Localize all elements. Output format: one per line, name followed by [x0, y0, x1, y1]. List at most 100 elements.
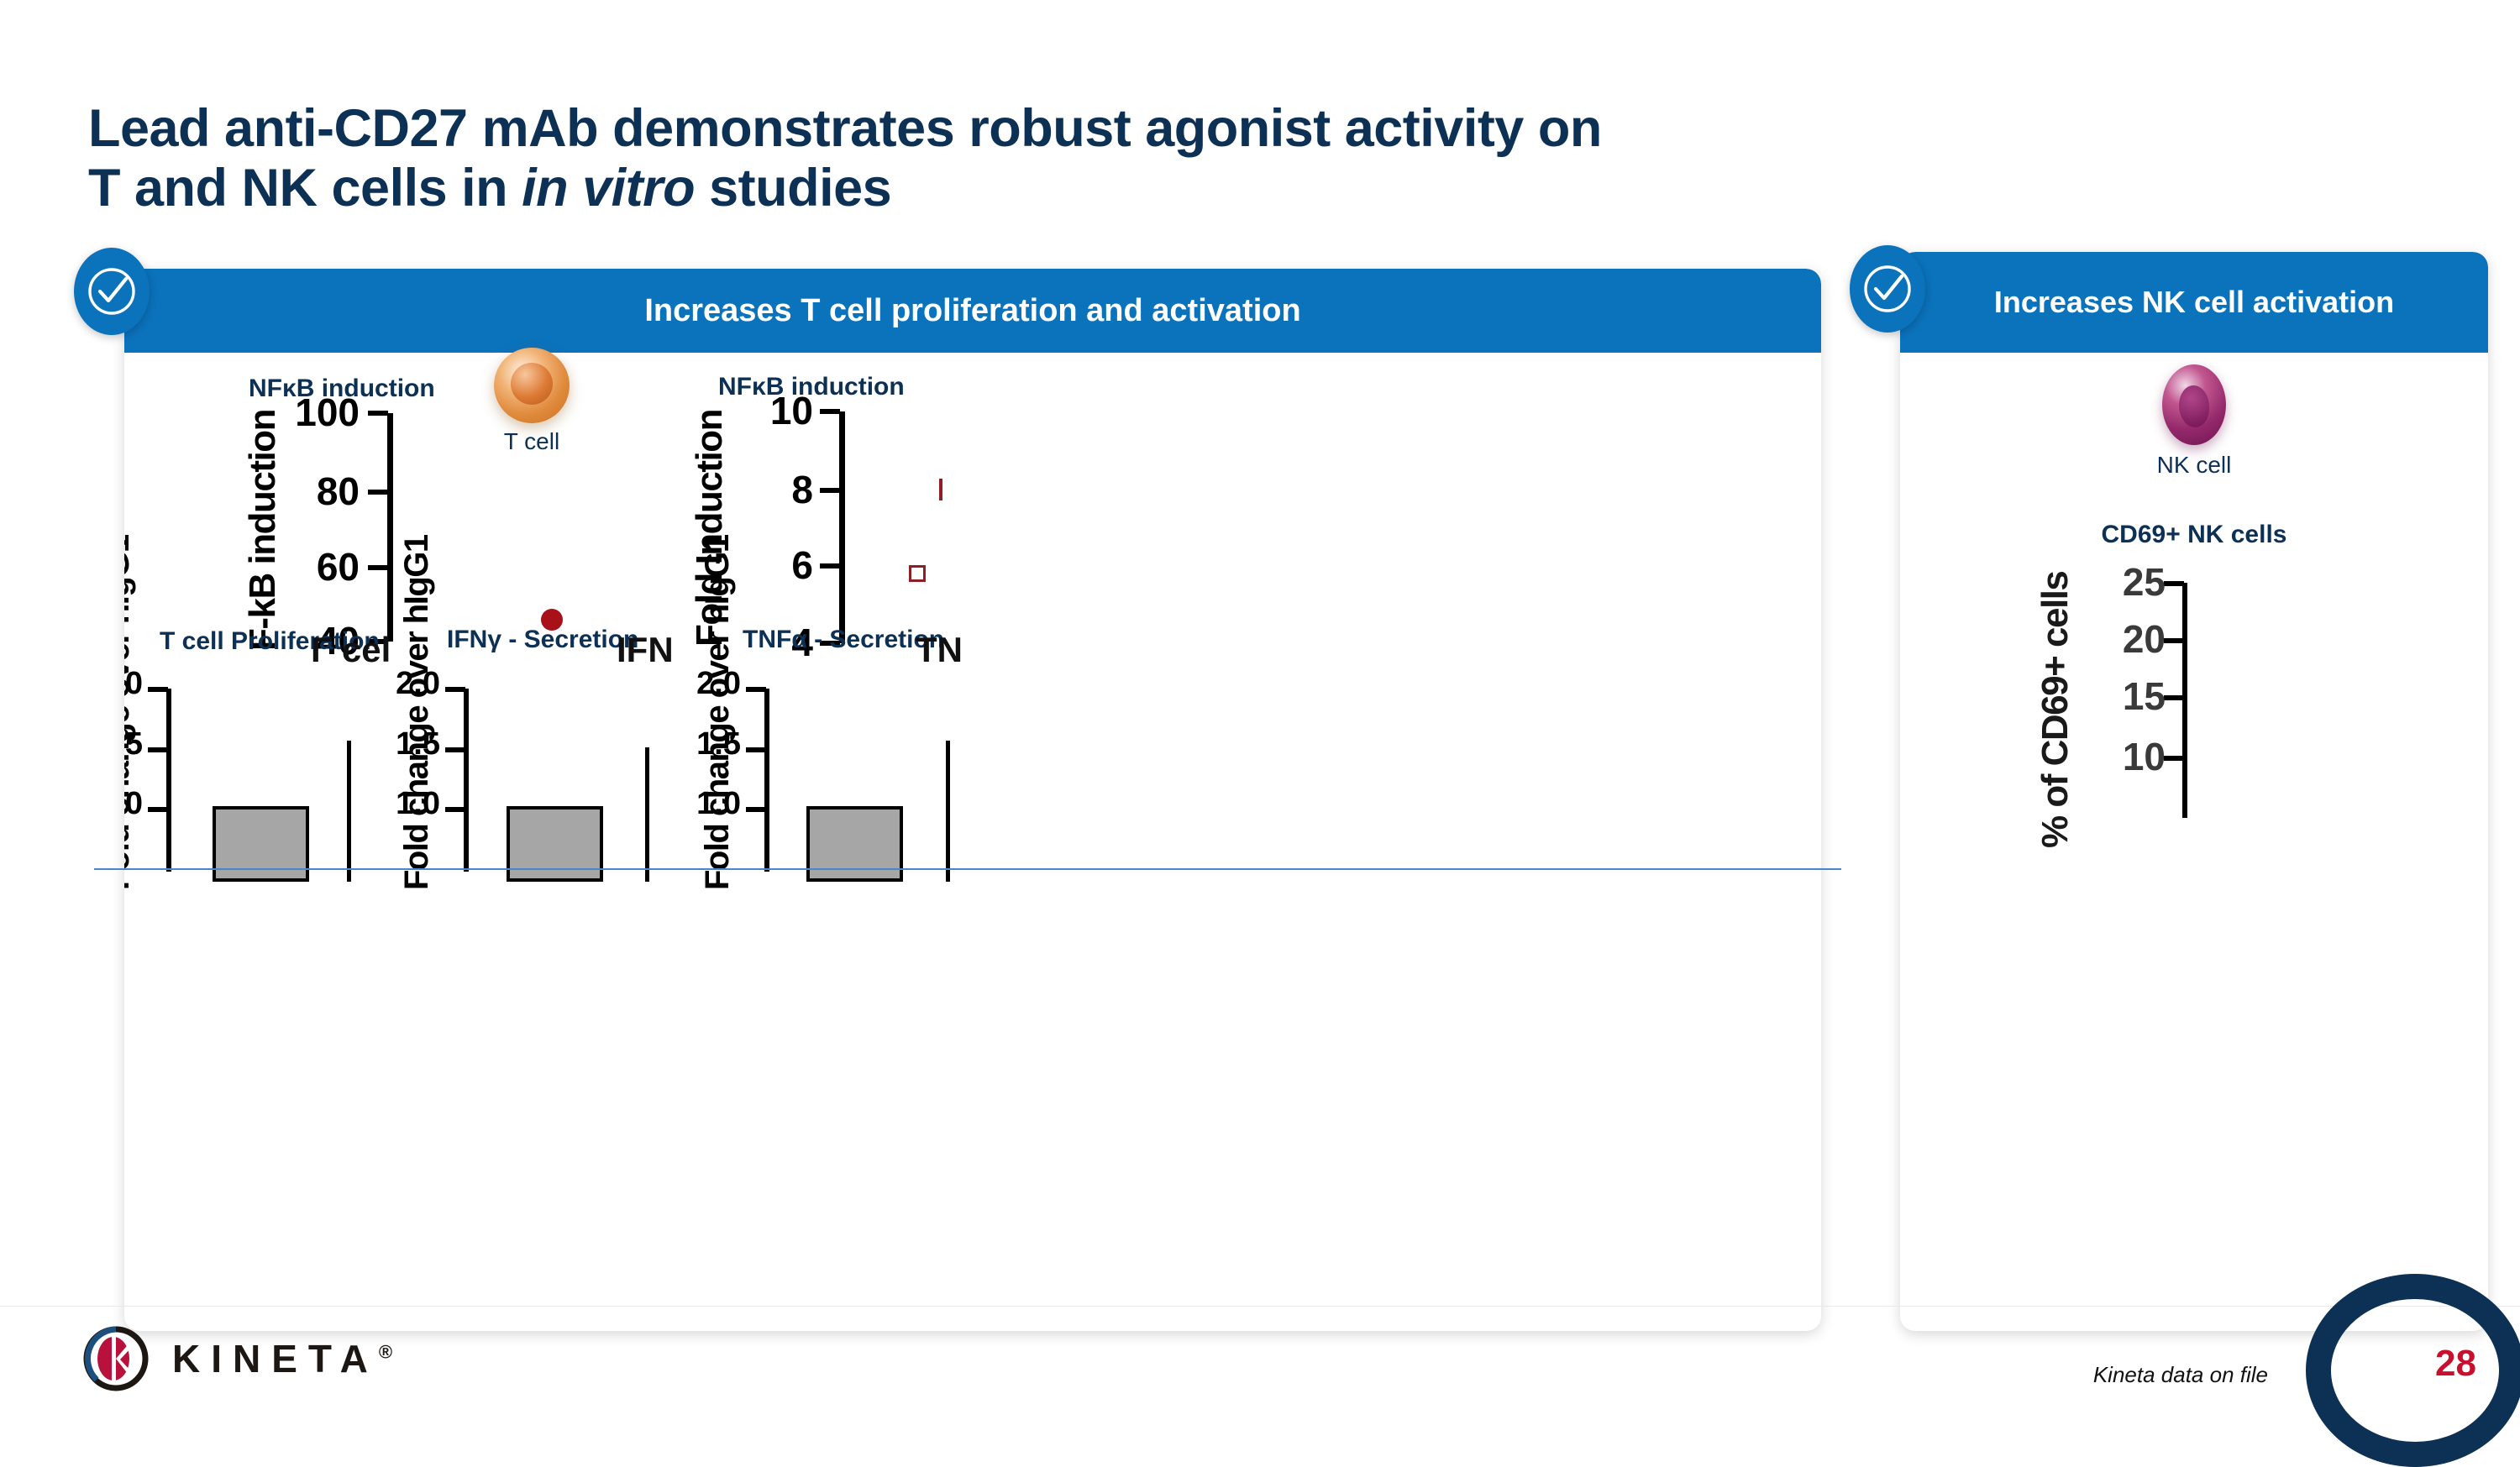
- ticklabel-bar3-1: 1.0: [696, 786, 741, 821]
- tick-bar2-2: [445, 687, 465, 692]
- ticklabel-bar2-15: 1.5: [396, 726, 440, 762]
- y-axis-bar1: [166, 689, 171, 872]
- data-point-red-square: [909, 565, 926, 582]
- x-axis-title-chart2: IFNγ - Secretion: [447, 626, 639, 653]
- tick-bar1-2: [148, 687, 168, 692]
- ticklabel-bar2-1: 1.0: [396, 786, 440, 821]
- x-axis-title-chart3: TNFα - Secretion: [743, 626, 945, 653]
- ticklabel-bar1-15: 1.5: [124, 726, 143, 762]
- chart-title-nfkb-1: NFκB induction: [249, 375, 435, 402]
- ticklabel-cd69-10: 10: [2122, 735, 2166, 778]
- panel-nk: Increases NK cell activation NK cell CD6…: [1900, 252, 2488, 1331]
- tick-bar3-2: [746, 687, 766, 692]
- nk-cell-caption: NK cell: [2156, 452, 2232, 478]
- y-axis-title-bar3: Fold change over hIgG1: [699, 535, 736, 890]
- tick-chart2-10: [820, 409, 840, 414]
- y-axis-cd69: [2182, 583, 2187, 818]
- y-axis-bar2: [464, 689, 469, 872]
- x-axis-title-chart1: T cell Proliferation: [160, 627, 380, 655]
- clipped-title-tnf: TN: [916, 630, 963, 669]
- panel-tcell-body: NFκB induction 100 80 60 40 F-kB inducti…: [124, 348, 1821, 1331]
- ticklabel-chart2-4: 4: [791, 621, 813, 664]
- ticklabel-chart1-80: 80: [316, 469, 360, 513]
- ticklabel-chart2-6: 6: [791, 543, 813, 587]
- ticklabel-cd69-25: 25: [2122, 560, 2166, 604]
- title-line-2-italic: in vitro: [522, 158, 696, 217]
- errorbar-anti-cd27-2: [645, 747, 649, 882]
- y-axis-chart2: [839, 411, 845, 643]
- horizontal-rule-guide: [94, 868, 1841, 870]
- footnote-text: Kineta data on file: [2092, 1362, 2268, 1387]
- kineta-wordmark: KINETA®: [172, 1336, 392, 1381]
- y-axis-title-cd69: % of CD69+ cells: [2034, 571, 2076, 848]
- tick-cd69-10: [2164, 756, 2184, 761]
- panel-nk-body: NK cell CD69+ NK cells 25 20 15 10 % of …: [1900, 353, 2488, 1331]
- t-cell-caption: T cell: [503, 428, 560, 454]
- registered-mark-icon: ®: [378, 1341, 393, 1363]
- tick-cd69-15: [2164, 695, 2184, 700]
- panel-nk-header: Increases NK cell activation: [1900, 252, 2488, 353]
- data-point-red-dot: [541, 609, 563, 631]
- clipped-title-tcell: Γ cel: [311, 630, 391, 669]
- page-title: Lead anti-CD27 mAb demonstrates robust a…: [88, 99, 2356, 217]
- check-circle-icon: [88, 268, 135, 315]
- tick-chart1-80: [368, 490, 388, 495]
- t-cell-icon: [494, 348, 570, 423]
- tick-chart2-8: [820, 488, 840, 493]
- check-circle-icon: [1864, 265, 1911, 312]
- ticklabel-bar2-2: 2.0: [396, 666, 440, 701]
- page-arc-decoration: [2306, 1274, 2520, 1467]
- y-axis-bar3: [764, 689, 769, 872]
- title-line-2a: T and NK cells in: [88, 158, 522, 217]
- tick-bar3-1: [746, 807, 766, 812]
- tick-chart1-100: [368, 411, 388, 416]
- page-number: 28: [2435, 1343, 2476, 1384]
- errorbar-anti-cd27-3: [946, 741, 950, 882]
- tick-chart2-6: [820, 563, 840, 568]
- errorbar-anti-cd27-1: [347, 741, 351, 882]
- kineta-mark-icon: [83, 1326, 149, 1391]
- chart-title-cd69: CD69+ NK cells: [2101, 521, 2287, 548]
- tick-bar1-15: [148, 747, 168, 752]
- ticklabel-bar1-2: 2.0: [124, 666, 143, 701]
- ticklabel-bar1-1: 1.0: [124, 786, 143, 821]
- ticklabel-chart2-10: 10: [769, 389, 813, 432]
- panel-tcell-header: Increases T cell proliferation and activ…: [124, 269, 1821, 353]
- tick-bar1-1: [148, 807, 168, 812]
- tick-cd69-25: [2164, 581, 2184, 586]
- ticklabel-cd69-20: 20: [2122, 617, 2166, 661]
- ticklabel-chart1-60: 60: [316, 545, 360, 589]
- tick-chart1-40: [368, 639, 388, 644]
- ticklabel-bar3-15: 1.5: [696, 726, 741, 762]
- ticklabel-chart2-8: 8: [791, 468, 813, 511]
- clipped-title-ifn: IFN: [617, 630, 674, 669]
- kineta-logo: KINETA®: [80, 1323, 392, 1395]
- ticklabel-chart1-40: 40: [316, 619, 360, 663]
- tick-bar2-1: [445, 807, 465, 812]
- tick-cd69-20: [2164, 638, 2184, 643]
- tick-bar2-15: [445, 747, 465, 752]
- y-axis-title-bar2: Fold change over hIgG1: [398, 535, 435, 890]
- checkmark-badge-nk: [1850, 245, 1925, 333]
- checkmark-badge-tcell: [74, 248, 150, 335]
- nk-cell-icon: [2162, 364, 2226, 445]
- bar-hIgG1-3: [806, 806, 903, 882]
- footer-divider: [0, 1306, 2520, 1307]
- tick-bar3-15: [746, 747, 766, 752]
- y-axis-chart1: [387, 413, 393, 642]
- chart-title-nfkb-2: NFκB induction: [718, 373, 905, 401]
- bar-hIgG1-1: [213, 806, 309, 882]
- kineta-brand-text: KINETA: [172, 1337, 379, 1381]
- y-axis-title-chart1: F-kB induction: [242, 410, 283, 651]
- y-axis-title-bar1: Fold change over hIgG1: [124, 535, 136, 890]
- ticklabel-chart1-100: 100: [295, 390, 360, 434]
- title-line-1: Lead anti-CD27 mAb demonstrates robust a…: [88, 99, 1602, 158]
- tick-chart1-60: [368, 565, 388, 570]
- tick-chart2-4: [820, 641, 840, 646]
- ticklabel-cd69-15: 15: [2122, 674, 2166, 718]
- ticklabel-bar3-2: 2.0: [696, 666, 741, 701]
- title-line-2b: studies: [695, 158, 892, 217]
- bar-hIgG1-2: [507, 806, 603, 882]
- panel-tcell: Increases T cell proliferation and activ…: [124, 269, 1821, 1331]
- data-point-red-tick: [939, 479, 942, 500]
